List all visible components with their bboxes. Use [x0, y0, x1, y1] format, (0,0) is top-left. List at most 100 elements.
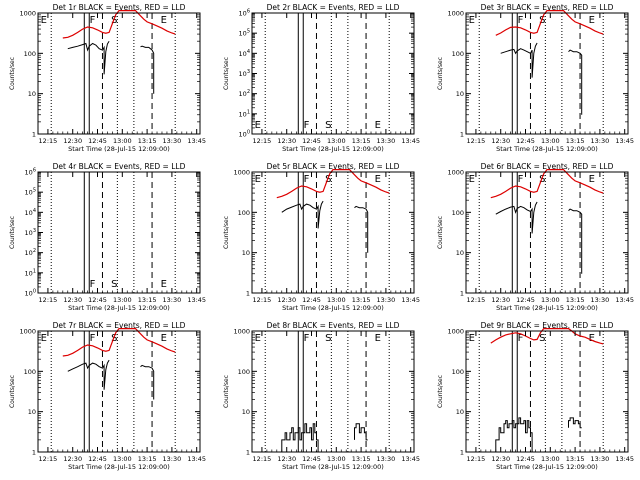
y-tick-label: 100	[24, 50, 36, 58]
x-tick-label: 12:45	[516, 296, 535, 304]
y-tick-label: 1	[460, 131, 464, 139]
x-tick-label: 12:15	[253, 455, 272, 463]
marker-e: E	[469, 15, 475, 26]
x-axis-label: Start Time (28-Jul-15 12:09:00)	[68, 463, 170, 471]
y-axis-label: Counts/sec	[437, 57, 444, 90]
marker-e: E	[589, 174, 595, 185]
x-tick-label: 13:45	[615, 296, 634, 304]
y-tick-label: 1	[460, 449, 464, 457]
x-tick-label: 12:15	[467, 455, 486, 463]
x-tick-label: 12:45	[302, 455, 321, 463]
x-tick-label: 13:00	[113, 137, 132, 145]
series-events	[495, 201, 583, 274]
plot-frame	[37, 330, 201, 453]
y-axis-label: Counts/sec	[437, 216, 444, 249]
y-tick-label: 1	[246, 449, 250, 457]
x-tick-label: 13:15	[566, 296, 585, 304]
y-tick-label: 1	[32, 449, 36, 457]
panel-title: Det 6r BLACK = Events, RED = LLD	[481, 162, 614, 171]
x-tick-label: 12:45	[516, 455, 535, 463]
y-axis-label: Counts/sec	[223, 375, 230, 408]
marker-e: E	[255, 120, 261, 131]
y-tick-label: 1	[32, 131, 36, 139]
x-tick-label: 13:15	[566, 137, 585, 145]
x-tick-label: 12:30	[491, 296, 510, 304]
x-tick-label: 13:00	[541, 455, 560, 463]
y-tick-label: 1	[246, 290, 250, 298]
panel-det-9r: Det 9r BLACK = Events, RED = LLD E F S E 1 10 1…	[437, 321, 634, 471]
y-tick-label: 104	[25, 208, 36, 217]
marker-s: S	[325, 120, 331, 131]
x-tick-label: 13:45	[615, 455, 634, 463]
series-events	[67, 40, 155, 94]
y-tick-label: 1000	[447, 169, 464, 177]
x-tick-label: 12:15	[467, 137, 486, 145]
x-tick-label: 13:30	[163, 455, 182, 463]
panel-title: Det 3r BLACK = Events, RED = LLD	[481, 3, 614, 12]
panel-title: Det 7r BLACK = Events, RED = LLD	[53, 321, 186, 330]
marker-s: S	[539, 15, 545, 26]
x-tick-label: 12:15	[253, 296, 272, 304]
marker-f: F	[304, 333, 310, 344]
marker-f: F	[518, 174, 524, 185]
x-tick-label: 12:15	[39, 455, 58, 463]
plot-frame	[251, 171, 415, 294]
panel-title: Det 4r BLACK = Events, RED = LLD	[53, 162, 186, 171]
x-tick-label: 12:45	[88, 455, 107, 463]
x-tick-label: 13:00	[327, 455, 346, 463]
y-tick-label: 100	[452, 209, 464, 217]
y-tick-label: 100	[24, 368, 36, 376]
marker-s: S	[111, 15, 117, 26]
x-tick-label: 12:45	[88, 137, 107, 145]
y-tick-label: 100	[25, 289, 36, 298]
series-lld	[490, 169, 604, 199]
panel-title: Det 1r BLACK = Events, RED = LLD	[53, 3, 186, 12]
y-tick-label: 103	[239, 69, 250, 78]
y-tick-label: 105	[239, 29, 250, 38]
x-tick-label: 13:30	[163, 296, 182, 304]
x-tick-label: 13:30	[591, 137, 610, 145]
y-tick-label: 101	[25, 268, 36, 277]
y-tick-label: 10	[242, 408, 250, 416]
marker-f: F	[90, 15, 96, 26]
panel-title: Det 2r BLACK = Events, RED = LLD	[267, 3, 400, 12]
x-axis-label: Start Time (28-Jul-15 12:09:00)	[282, 145, 384, 153]
plot-frame	[251, 330, 415, 453]
y-tick-label: 102	[239, 89, 250, 98]
x-axis-label: Start Time (28-Jul-15 12:09:00)	[68, 304, 170, 312]
series-lld	[62, 328, 176, 357]
panel-title: Det 5r BLACK = Events, RED = LLD	[267, 162, 400, 171]
marker-s: S	[111, 333, 117, 344]
series-lld	[62, 10, 176, 39]
x-axis-label: Start Time (28-Jul-15 12:09:00)	[282, 463, 384, 471]
x-tick-label: 13:00	[327, 137, 346, 145]
panel-title: Det 8r BLACK = Events, RED = LLD	[267, 321, 400, 330]
marker-s: S	[325, 333, 331, 344]
plot-frame	[465, 330, 629, 453]
y-axis-label: Counts/sec	[9, 57, 16, 90]
series-lld	[276, 169, 390, 199]
marker-e: E	[161, 279, 167, 290]
x-tick-label: 13:00	[113, 296, 132, 304]
x-tick-label: 13:15	[352, 455, 371, 463]
x-tick-label: 13:15	[352, 137, 371, 145]
x-tick-label: 13:15	[138, 455, 157, 463]
x-tick-label: 12:45	[516, 137, 535, 145]
plot-frame	[465, 12, 629, 135]
panel-det-1r: Det 1r BLACK = Events, RED = LLD E F S E 1 10 1…	[9, 3, 206, 153]
x-tick-label: 12:15	[39, 137, 58, 145]
marker-f: F	[304, 174, 310, 185]
x-tick-label: 12:15	[467, 296, 486, 304]
y-tick-label: 105	[25, 188, 36, 197]
x-tick-label: 13:15	[138, 296, 157, 304]
marker-e: E	[589, 15, 595, 26]
y-tick-label: 1	[460, 290, 464, 298]
marker-f: F	[518, 15, 524, 26]
y-tick-label: 1000	[19, 328, 36, 336]
y-tick-label: 10	[28, 408, 36, 416]
x-tick-label: 12:30	[491, 455, 510, 463]
panel-det-5r: Det 5r BLACK = Events, RED = LLD E F S E 1 10 1…	[223, 162, 420, 312]
y-tick-label: 100	[239, 130, 250, 139]
